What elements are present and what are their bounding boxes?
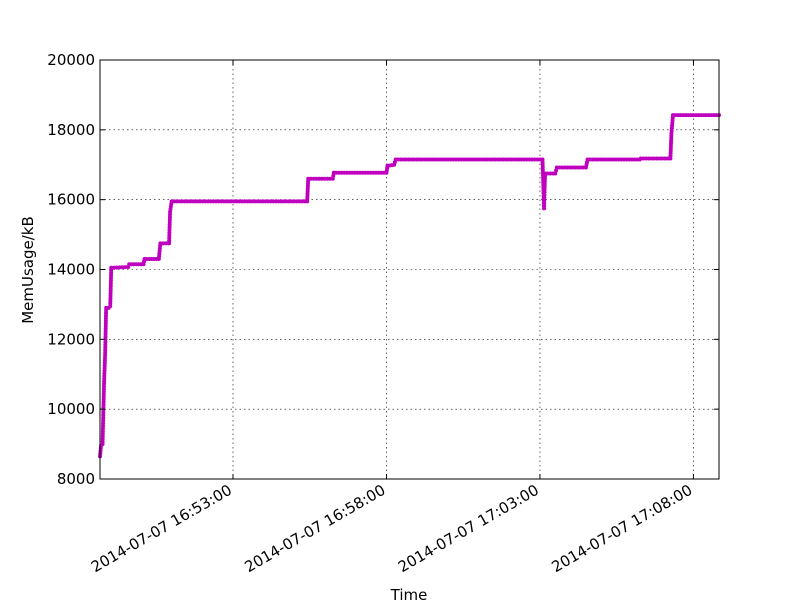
series-line bbox=[99, 114, 719, 457]
y-tick-label: 8000 bbox=[57, 470, 95, 488]
data-point bbox=[161, 241, 166, 246]
data-point bbox=[330, 176, 335, 181]
data-point bbox=[117, 265, 122, 270]
x-tick-label: 2014-07-07 17:03:00 bbox=[395, 481, 542, 576]
y-axis-label: MemUsage/kB bbox=[19, 216, 37, 324]
y-tick-label: 16000 bbox=[47, 191, 95, 209]
x-tick-label: 2014-07-07 17:08:00 bbox=[548, 481, 695, 576]
x-tick-label: 2014-07-07 16:58:00 bbox=[242, 481, 389, 576]
data-point bbox=[112, 265, 117, 270]
y-tick-label: 10000 bbox=[47, 400, 95, 418]
x-tick-label: 2014-07-07 16:53:00 bbox=[88, 481, 235, 576]
data-point bbox=[158, 241, 163, 246]
data-point bbox=[109, 265, 114, 270]
data-point bbox=[164, 241, 169, 246]
grid bbox=[100, 60, 719, 479]
data-point bbox=[114, 265, 119, 270]
plot-frame bbox=[99, 59, 720, 480]
series-memusage bbox=[98, 113, 721, 459]
data-point bbox=[331, 173, 336, 178]
y-tick-label: 20000 bbox=[47, 51, 95, 69]
y-tick-label: 18000 bbox=[47, 121, 95, 139]
data-point bbox=[120, 265, 125, 270]
y-tick-label: 12000 bbox=[47, 330, 95, 348]
x-axis-label: Time bbox=[390, 586, 428, 600]
data-point bbox=[123, 265, 128, 270]
y-tick-label: 14000 bbox=[47, 261, 95, 279]
